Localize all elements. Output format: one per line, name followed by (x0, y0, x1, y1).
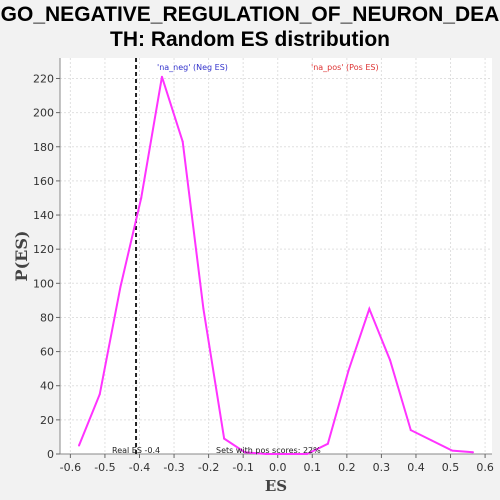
plot-area (60, 58, 492, 454)
x-tick-label: -0.1 (232, 461, 253, 474)
legend-neg-label: 'na_neg' (Neg ES) (157, 63, 228, 72)
data-point (326, 442, 329, 445)
grid (60, 58, 492, 455)
x-tick-label: -0.3 (163, 461, 184, 474)
data-points (78, 75, 474, 455)
x-tick-label: 0.2 (338, 461, 356, 474)
x-tick-label: 0.5 (442, 461, 460, 474)
y-tick-label: 200 (33, 107, 54, 120)
x-tick-label: -0.4 (129, 461, 150, 474)
data-point (140, 196, 143, 199)
chart-title-line-1: GO_NEGATIVE_REGULATION_OF_NEURON_DEA (0, 3, 500, 26)
data-point (78, 444, 81, 447)
data-point (451, 449, 454, 452)
data-point (202, 307, 205, 310)
data-point (471, 451, 474, 454)
data-point (223, 437, 226, 440)
data-point (347, 369, 350, 372)
legend-pos-label: 'na_pos' (Pos ES) (311, 63, 379, 72)
y-tick-label: 0 (47, 448, 54, 461)
y-tick-label: 160 (33, 175, 54, 188)
series-line-random-es (78, 76, 474, 455)
pos-scores-label: Sets with pos scores: 22% (216, 446, 321, 455)
real-es-label: Real ES -0.4 (112, 446, 160, 455)
data-point (181, 140, 184, 143)
chart-title-line-2: TH: Random ES distribution (110, 28, 390, 51)
data-point (409, 429, 412, 432)
ticks: -0.6 -0.5 -0.4 -0.3 -0.2 -0.1 0.0 0.1 0.2 0.3 0.4 0… (33, 72, 494, 474)
y-tick-label: 40 (40, 380, 54, 393)
data-point (243, 451, 246, 454)
data-point (430, 439, 433, 442)
data-point (368, 307, 371, 310)
x-tick-label: 0.4 (407, 461, 425, 474)
data-point (264, 453, 267, 455)
y-tick-label: 20 (40, 414, 54, 427)
y-tick-label: 80 (40, 311, 54, 324)
x-tick-label: 0.3 (373, 461, 391, 474)
data-point (285, 453, 288, 455)
chart-title: GO_NEGATIVE_REGULATION_OF_NEURON_DEA TH:… (0, 2, 500, 52)
data-point (119, 285, 122, 288)
x-axis-title: ES (265, 477, 287, 495)
x-tick-label: 0.0 (269, 461, 287, 474)
y-tick-label: 60 (40, 346, 54, 359)
data-point (306, 453, 309, 455)
x-tick-label: -0.5 (94, 461, 115, 474)
y-tick-label: 100 (33, 277, 54, 290)
y-axis-title: P(ES) (12, 231, 31, 282)
x-tick-label: 0.1 (304, 461, 322, 474)
data-point (160, 75, 163, 78)
x-tick-label: -0.2 (198, 461, 219, 474)
data-point (98, 393, 101, 396)
y-tick-label: 120 (33, 243, 54, 256)
y-tick-label: 140 (33, 209, 54, 222)
y-tick-label: 220 (33, 72, 54, 85)
x-tick-label: -0.6 (60, 461, 81, 474)
data-point (389, 359, 392, 362)
y-tick-label: 180 (33, 141, 54, 154)
x-tick-label: 0.6 (476, 461, 494, 474)
